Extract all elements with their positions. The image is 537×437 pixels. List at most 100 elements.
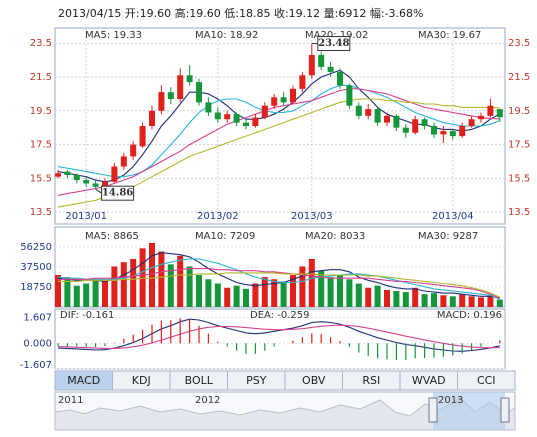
macd-line (57, 318, 500, 352)
volume-bar (365, 287, 372, 307)
volume-bar (224, 287, 231, 307)
volume-bar (167, 264, 174, 307)
legend-entry: MACD: 0.196 (437, 310, 502, 321)
candle-body (186, 75, 193, 83)
tab-label[interactable]: RSI (362, 374, 380, 387)
y-tick-label: 37500 (20, 262, 52, 273)
x-tick-label: 2013/01 (65, 211, 107, 222)
annotation-label: 23.48 (318, 38, 349, 49)
candle-body (111, 166, 118, 182)
legend-entry: MA5: 8865 (85, 231, 139, 242)
candle-body (421, 119, 428, 126)
tab-label[interactable]: PSY (246, 374, 267, 387)
volume-bar (337, 275, 343, 307)
annotation-box (317, 36, 351, 52)
y-tick-label-right: 19.5 (508, 106, 530, 117)
legend-entry: MA20: 8033 (305, 231, 365, 242)
volume-bar (252, 283, 259, 307)
volume-bar (243, 288, 249, 307)
tab-label[interactable]: CCI (477, 374, 496, 387)
candle-body (280, 97, 287, 103)
navigator-selection[interactable] (433, 392, 505, 430)
ma-line (57, 88, 500, 196)
candle-body (412, 119, 419, 133)
y-tick-label: 17.5 (30, 140, 52, 151)
volume-bar (412, 287, 419, 307)
volume-bar (177, 255, 184, 307)
legend-entry: DEA: -0.259 (250, 310, 309, 321)
candle-body (393, 115, 400, 128)
navigator-label: 2012 (195, 395, 220, 406)
candle-body (205, 102, 212, 113)
tab-label[interactable]: WVAD (412, 374, 446, 387)
volume-bar (205, 279, 212, 307)
volume-bar (111, 266, 118, 307)
candle-body (271, 97, 278, 106)
volume-bar (440, 295, 447, 307)
volume-bar (290, 275, 296, 307)
navigator-label: 2013 (438, 395, 463, 406)
y-tick-label: 56250 (20, 242, 52, 253)
candle-body (374, 109, 381, 123)
candle-body (252, 117, 259, 126)
annotation-box (101, 185, 135, 201)
volume-bar (393, 291, 400, 307)
tab-label[interactable]: MACD (67, 374, 100, 387)
candle-body (196, 82, 202, 103)
y-tick-label: 21.5 (30, 72, 52, 83)
candle-body (308, 55, 315, 76)
candle-body (355, 105, 362, 116)
volume-bar (158, 251, 165, 307)
volume-bar (130, 259, 137, 307)
volume-bar (299, 266, 306, 307)
volume-bar (374, 285, 381, 307)
candle-body (224, 114, 231, 120)
candle-body (459, 126, 466, 137)
volume-bar (92, 279, 99, 307)
y-tick-label: 19.5 (30, 106, 52, 117)
y-tick-label: 13.5 (30, 207, 52, 218)
tab-label[interactable]: KDJ (132, 374, 151, 387)
header: 2013/04/15 开:19.60 高:19.60 低:18.85 收:19.… (58, 6, 424, 20)
volume-bar (318, 270, 325, 307)
volume-bar (83, 283, 90, 307)
candle-body (431, 126, 437, 135)
volume-ma-line (58, 268, 501, 299)
candle-body (73, 175, 80, 181)
candle-body (149, 110, 155, 126)
y-tick-label-right: 17.5 (508, 140, 530, 151)
candle-body (130, 144, 137, 157)
candle-body (167, 92, 174, 99)
candle-body (402, 127, 409, 133)
y-tick-label-right: 23.5 (508, 38, 530, 49)
candle-body (243, 122, 249, 126)
volume-bar (55, 275, 61, 307)
volume-bar (214, 283, 221, 307)
volume-ma-line (58, 272, 501, 298)
macd-line (57, 324, 500, 349)
y-tick-label: -1.607 (20, 360, 52, 371)
legend-entry: MA20: 19.02 (305, 30, 368, 41)
volume-bar (346, 279, 353, 307)
tab[interactable] (457, 370, 516, 391)
volume-bar (280, 281, 287, 307)
navigator-handle[interactable] (428, 397, 438, 423)
volume-bar (102, 281, 108, 307)
volume-bar (271, 279, 278, 307)
y-tick-label: 23.5 (30, 38, 52, 49)
navigator-label: 2011 (58, 395, 83, 406)
navigator-handle[interactable] (500, 397, 510, 423)
candle-body (327, 66, 334, 72)
volume-bar (261, 277, 268, 307)
tab-label[interactable]: BOLL (185, 374, 214, 387)
volume-bar (449, 296, 456, 307)
y-tick-label-right: 15.5 (508, 173, 530, 184)
volume-bar (233, 285, 240, 307)
candle-body (214, 112, 221, 120)
candle-body (468, 119, 475, 126)
candle-body (449, 131, 456, 137)
tab-label[interactable]: OBV (302, 374, 326, 387)
candle-body (261, 105, 268, 118)
